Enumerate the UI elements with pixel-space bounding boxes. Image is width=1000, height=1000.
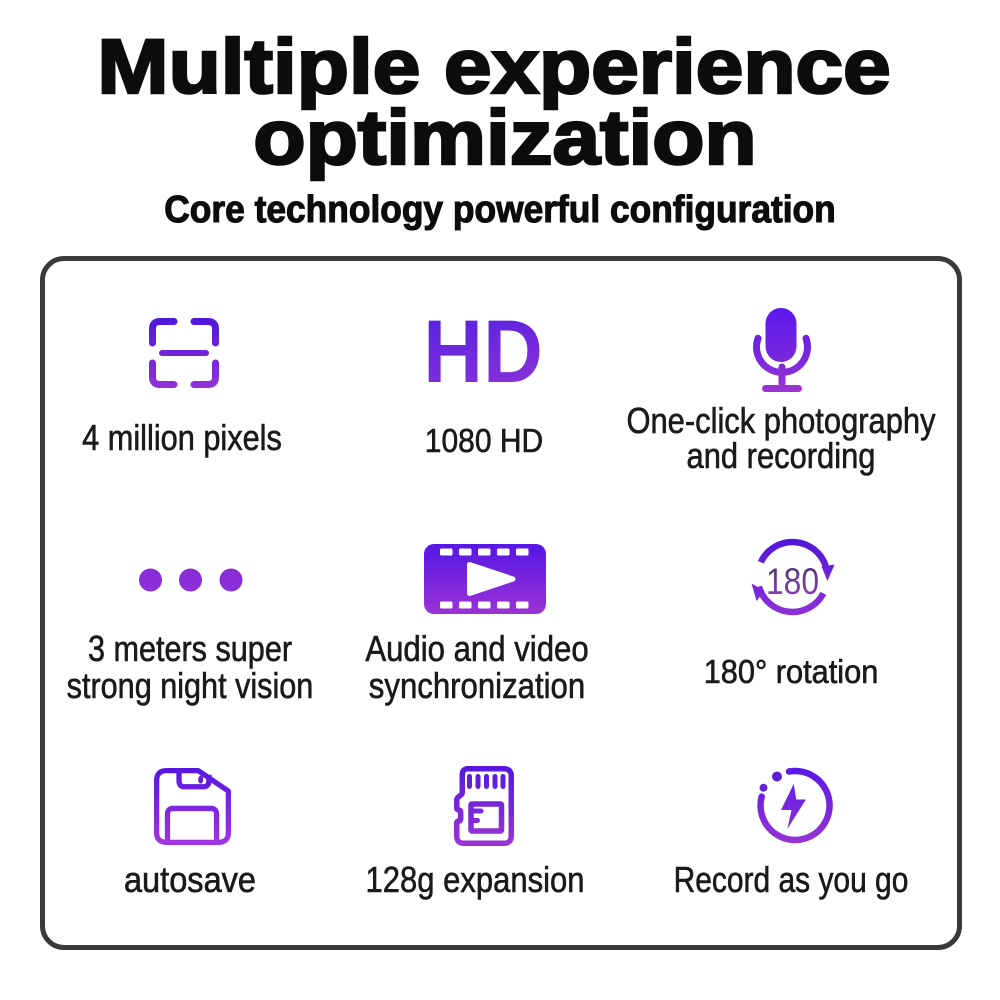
svg-text:180: 180 [766,561,819,602]
